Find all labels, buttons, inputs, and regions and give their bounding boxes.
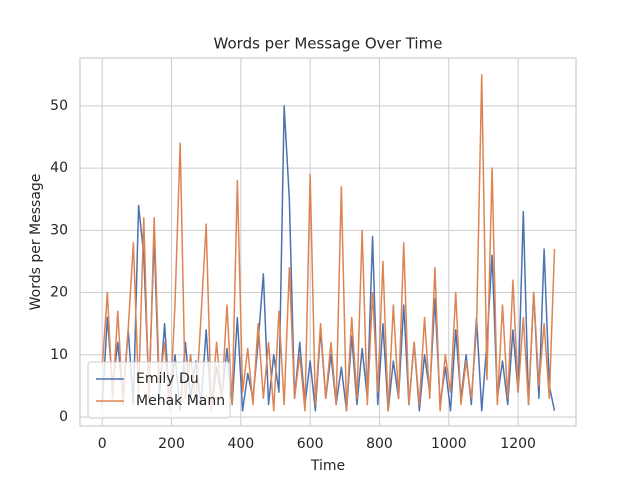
x-axis-label: Time — [310, 458, 345, 474]
legend-label: Emily Du — [136, 371, 199, 387]
legend: Emily Du Mehak Mann — [87, 361, 231, 419]
y-tick-label: 20 — [50, 285, 68, 301]
series-line — [101, 74, 556, 412]
x-tick-label: 400 — [227, 436, 254, 452]
y-tick-label: 30 — [50, 222, 68, 238]
y-axis-label: Words per Message — [28, 174, 44, 311]
x-tick-label: 600 — [297, 436, 324, 452]
y-tick-label: 10 — [50, 347, 68, 363]
legend-frame — [87, 361, 231, 419]
y-tick-label: 0 — [59, 409, 68, 425]
x-tick-label: 1200 — [500, 436, 536, 452]
y-tick-label: 40 — [50, 160, 68, 176]
x-tick-label: 0 — [98, 436, 107, 452]
chart-title: Words per Message Over Time — [214, 35, 443, 53]
legend-label: Mehak Mann — [136, 393, 225, 409]
x-tick-label: 200 — [158, 436, 185, 452]
x-tick-label: 1000 — [431, 436, 467, 452]
y-tick-label: 50 — [50, 98, 68, 114]
x-tick-label: 800 — [366, 436, 393, 452]
axes-frame — [79, 57, 577, 427]
